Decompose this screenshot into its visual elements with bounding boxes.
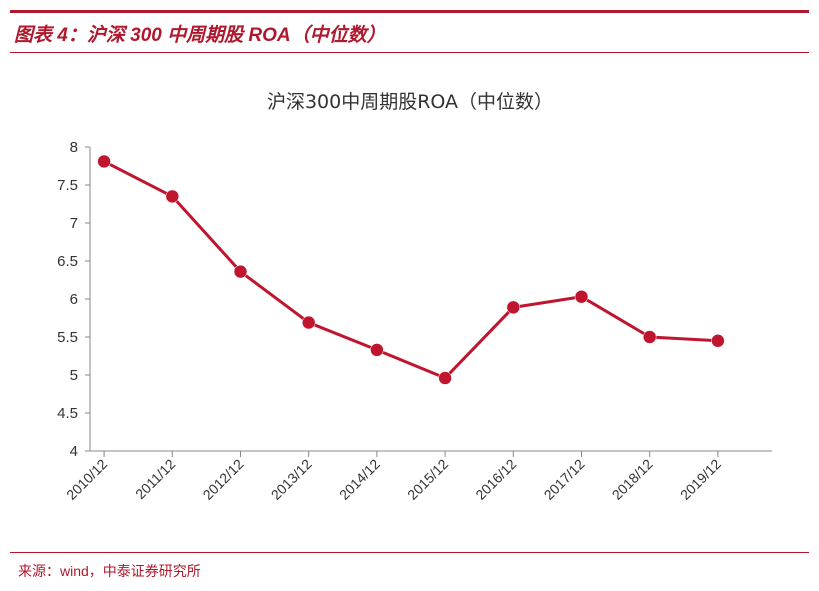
x-tick-label: 2012/12 — [200, 456, 247, 503]
x-tick-label: 2018/12 — [609, 456, 656, 503]
data-point — [642, 330, 657, 344]
y-tick-label: 8 — [70, 139, 78, 156]
data-point — [438, 371, 452, 385]
data-point — [97, 154, 111, 169]
y-tick-label: 4 — [70, 443, 78, 460]
x-tick-label: 2016/12 — [472, 456, 519, 503]
x-tick-label: 2015/12 — [404, 456, 451, 503]
y-tick-label: 6 — [70, 291, 78, 308]
data-point — [165, 189, 180, 204]
data-point — [506, 300, 521, 315]
title-rule — [10, 52, 809, 53]
chart-title: 沪深300中周期股ROA（中位数） — [267, 91, 553, 113]
data-point — [301, 315, 316, 330]
series-line — [103, 160, 718, 380]
x-tick-label: 2019/12 — [677, 456, 724, 503]
x-tick-label: 2014/12 — [336, 456, 383, 503]
y-tick-label: 7.5 — [57, 177, 78, 194]
data-point — [370, 343, 384, 357]
x-tick-label: 2011/12 — [132, 456, 179, 503]
top-rule — [10, 10, 809, 13]
bottom-rule — [10, 552, 809, 553]
y-tick-label: 5 — [70, 367, 78, 384]
x-tick-label: 2010/12 — [63, 456, 110, 503]
data-point — [711, 334, 725, 348]
y-tick-label: 4.5 — [57, 405, 78, 422]
data-point — [233, 264, 248, 279]
y-tick-label: 7 — [70, 215, 78, 232]
data-point — [574, 289, 589, 304]
y-tick-label: 5.5 — [57, 329, 78, 346]
x-tick-label: 2013/12 — [268, 456, 315, 503]
figure-title: 图表 4：沪深 300 中周期股 ROA（中位数） — [14, 25, 386, 46]
source-note: 来源：wind，中泰证券研究所 — [18, 563, 201, 579]
chart-marks — [97, 154, 725, 385]
y-tick-label: 6.5 — [57, 253, 78, 270]
x-tick-label: 2017/12 — [541, 456, 588, 503]
